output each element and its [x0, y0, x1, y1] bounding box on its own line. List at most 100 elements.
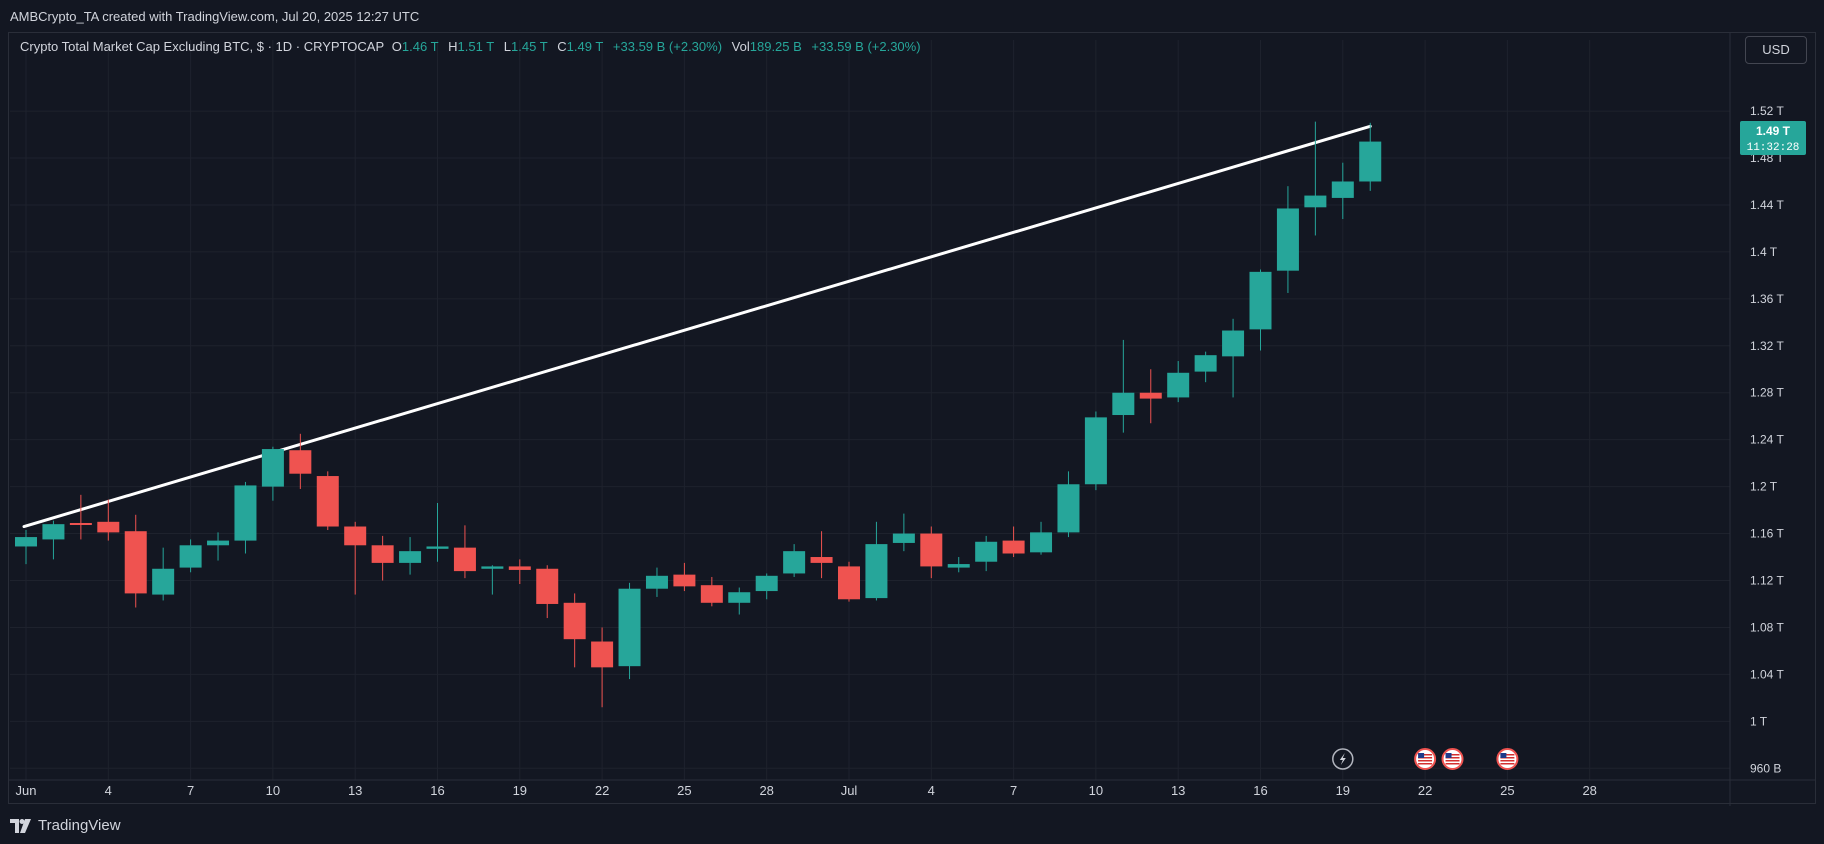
date-tick-label: 19 — [1336, 783, 1350, 798]
candle-body — [975, 541, 998, 562]
us-flag-icon — [1414, 748, 1437, 770]
date-tick-label: 19 — [513, 783, 527, 798]
candle-body — [563, 602, 586, 640]
events-layer — [1332, 748, 1519, 770]
candle — [563, 593, 586, 668]
date-tick-label: 28 — [1582, 783, 1596, 798]
us-flag-icon — [1496, 748, 1519, 770]
candle — [1222, 318, 1245, 398]
date-tick-label: 4 — [928, 783, 935, 798]
us-flag-icon-stripe — [1418, 760, 1433, 762]
trendline — [22, 124, 1372, 529]
time-axis[interactable]: Jun 4 7 10 13 16 19 22 25 28 Jul 4 7 10 13 16 19 22 25 28 — [16, 783, 1597, 798]
us-flag-icon-stripe — [1500, 763, 1515, 765]
candle-body — [179, 545, 202, 568]
candle-body — [755, 575, 778, 592]
candle-body — [1331, 181, 1354, 198]
candle-body — [344, 526, 367, 546]
candle-body — [1030, 532, 1053, 553]
us-flag-icon-stripe — [1445, 763, 1460, 765]
close-value: 1.49 T — [566, 39, 604, 54]
currency-button[interactable]: USD — [1745, 36, 1807, 64]
candle-body — [316, 476, 339, 527]
change-value: +33.59 B (+2.30%) — [612, 39, 723, 54]
us-flag-icon-stripe — [1500, 757, 1515, 759]
candle — [261, 446, 284, 501]
price-tick-label: 1.32 T — [1750, 339, 1784, 353]
candle-body — [124, 531, 147, 594]
trendline-layer — [22, 124, 1372, 529]
candle-body — [865, 544, 888, 599]
volume-label: Vol — [731, 39, 750, 54]
date-tick-label: 13 — [1171, 783, 1185, 798]
price-tick-label: 1.04 T — [1750, 667, 1784, 681]
price-tick-label: 1 T — [1750, 714, 1768, 728]
date-tick-label: 16 — [1253, 783, 1267, 798]
price-tick-label: 1.12 T — [1750, 573, 1784, 587]
date-tick-label: 10 — [266, 783, 280, 798]
candle — [673, 562, 696, 592]
price-tick-label: 1.16 T — [1750, 527, 1784, 541]
us-flag-icon-ring — [1414, 748, 1437, 770]
date-tick-label: 25 — [1500, 783, 1514, 798]
candle — [508, 559, 531, 585]
date-tick-label: 25 — [677, 783, 691, 798]
candle — [1112, 339, 1135, 433]
us-flag-icon-stripe — [1445, 757, 1460, 759]
candle — [1057, 471, 1080, 538]
volume-value: 189.25 B — [749, 39, 802, 54]
candle — [344, 521, 367, 595]
candle-body — [289, 450, 312, 474]
price-axis[interactable]: 960 B 1 T 1.04 T 1.08 T 1.12 T 1.16 T 1.2 T 1.2… — [1750, 104, 1784, 775]
open-label: O — [391, 39, 402, 54]
low-value: 1.45 T — [511, 39, 548, 54]
us-flag-icon-ring — [1496, 748, 1519, 770]
us-flag-icon-stripe — [1445, 760, 1460, 762]
candle — [1359, 122, 1382, 191]
tradingview-logo[interactable]: TradingView — [10, 817, 121, 834]
candle — [179, 539, 202, 573]
candle-body — [371, 545, 394, 563]
candle-body — [1359, 141, 1382, 182]
candle-body — [453, 547, 476, 572]
candle-body — [1276, 208, 1299, 271]
candle — [316, 471, 339, 531]
date-tick-label: Jul — [841, 783, 858, 798]
lightning-icon-bolt — [1339, 753, 1346, 765]
symbol-legend[interactable]: Crypto Total Market Cap Excluding BTC, $… — [20, 39, 927, 54]
price-tick-label: 1.24 T — [1750, 433, 1784, 447]
candle — [97, 499, 120, 541]
candle — [618, 582, 641, 680]
candle-body — [536, 568, 559, 604]
date-tick-label: 13 — [348, 783, 362, 798]
candle-body — [645, 575, 668, 589]
us-flag-icon-stripe — [1418, 754, 1433, 756]
price-tick-label: 1.44 T — [1750, 198, 1784, 212]
candle-body — [1304, 195, 1327, 208]
tradingview-logo-icon — [10, 818, 31, 833]
candle-body — [947, 564, 970, 568]
date-tick-label: 28 — [759, 783, 773, 798]
candle — [1304, 121, 1327, 236]
candle-body — [920, 533, 943, 567]
candle-body — [591, 641, 614, 668]
candle-body — [234, 485, 257, 541]
symbol-name[interactable]: Crypto Total Market Cap Excluding BTC, $… — [20, 39, 385, 54]
price-tick-label: 1.52 T — [1750, 104, 1784, 118]
chart-area[interactable] — [0, 32, 1824, 806]
candle-body — [399, 551, 422, 563]
candle-body — [838, 566, 860, 600]
candle-body — [1194, 355, 1217, 372]
price-tick-label: 1.28 T — [1750, 386, 1784, 400]
last-price-tag: 1.49 T 11:32:28 — [1740, 121, 1806, 155]
candle — [69, 494, 92, 540]
candle-body — [618, 588, 641, 667]
candle — [1084, 411, 1107, 491]
candle-body — [1167, 372, 1190, 398]
candle-body — [1112, 392, 1135, 416]
chart-grid — [8, 32, 1816, 806]
candle-body — [1139, 392, 1162, 399]
us-flag-icon-ring — [1441, 748, 1464, 770]
candle-body — [207, 540, 230, 546]
